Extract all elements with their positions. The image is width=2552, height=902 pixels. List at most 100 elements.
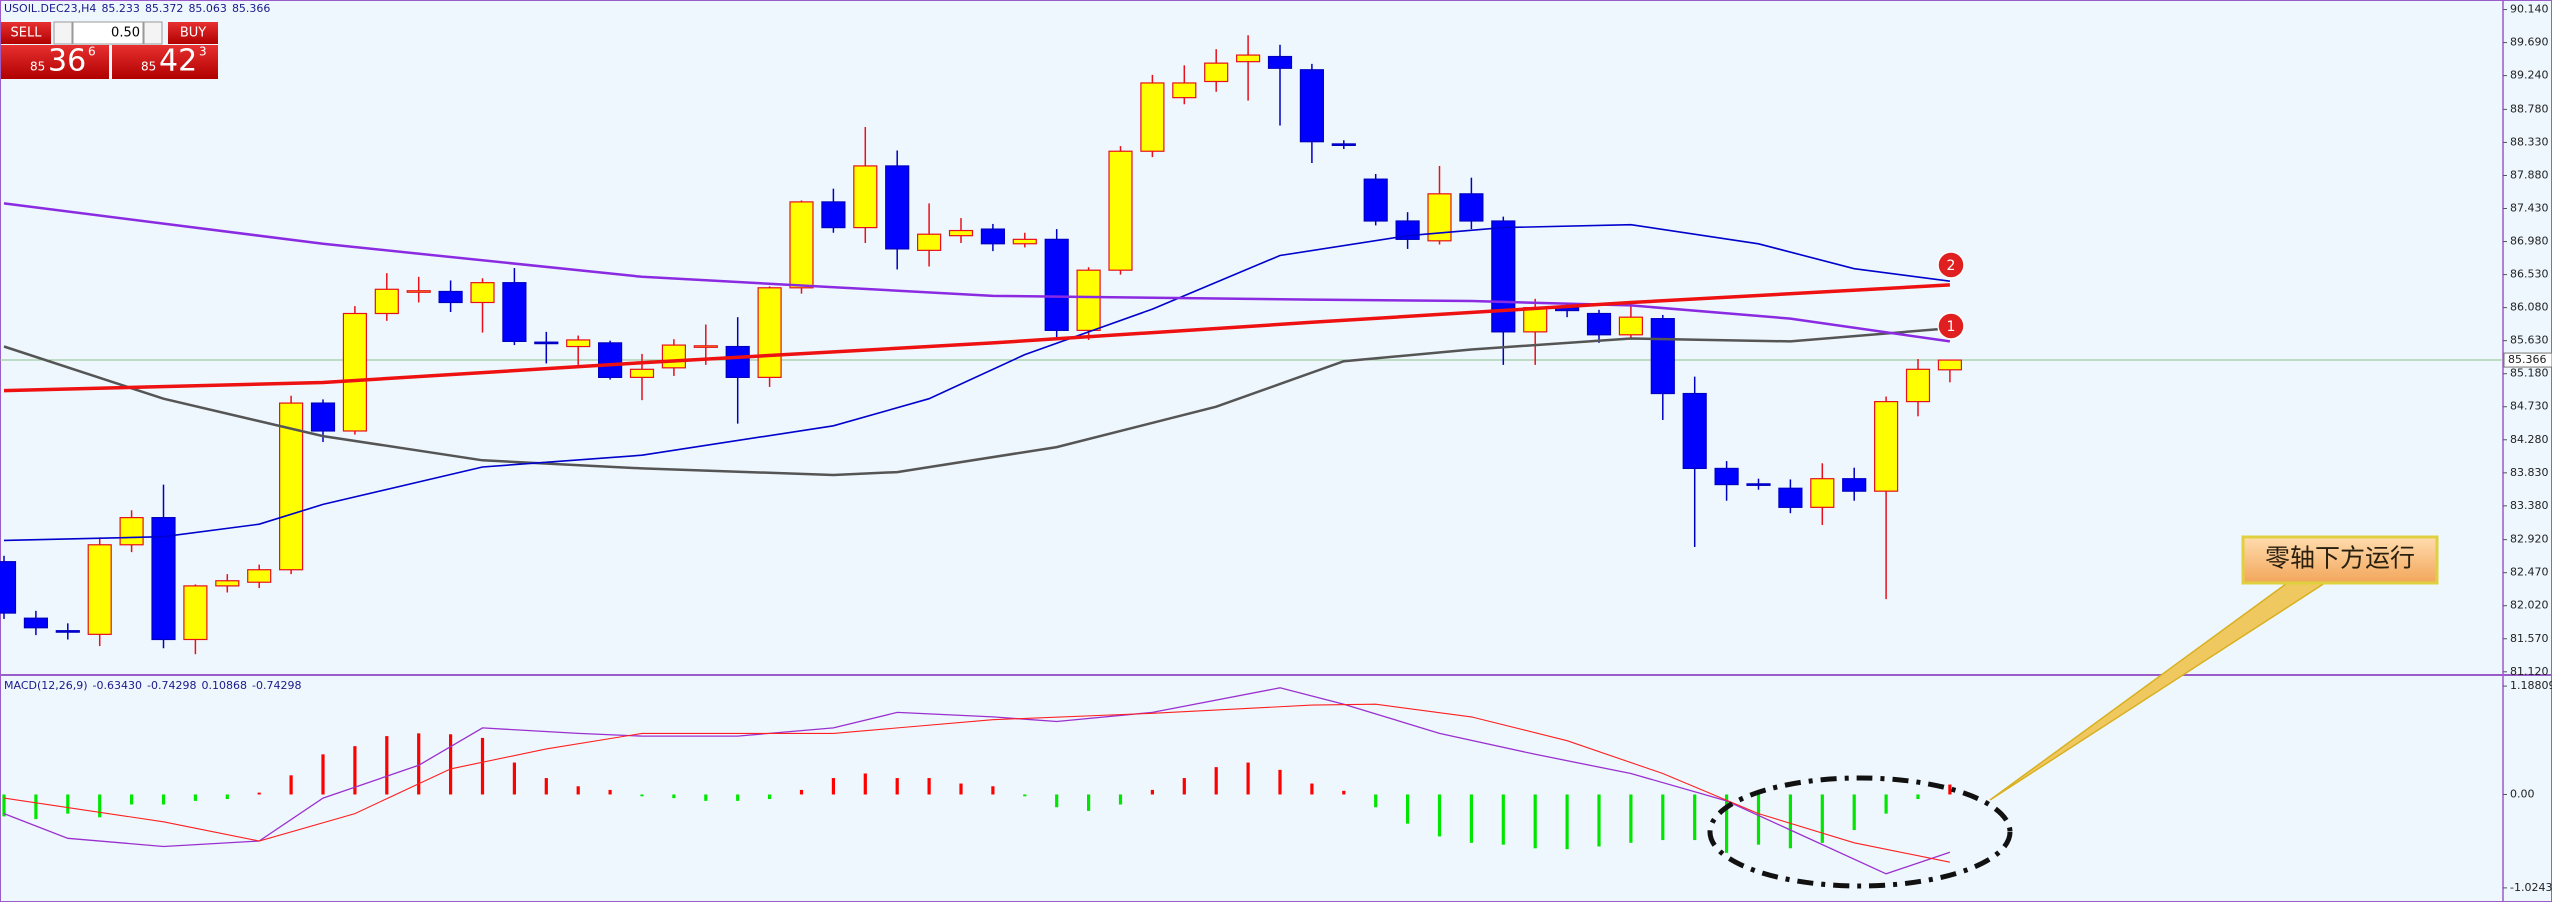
- candle-body: [310, 402, 336, 432]
- candle-body: [215, 580, 240, 587]
- y-tick-label: 82.470: [2510, 566, 2549, 579]
- callout-box: [2241, 535, 2439, 585]
- y-tick-label: 84.730: [2510, 400, 2549, 413]
- y-tick-label: 83.380: [2510, 499, 2549, 512]
- histogram-bar: [321, 754, 325, 795]
- candle-body: [725, 345, 750, 378]
- candle-body: [87, 544, 112, 635]
- histogram-bar: [1437, 794, 1442, 837]
- y-tick-label: 86.980: [2510, 235, 2549, 248]
- histogram-bar: [1693, 794, 1697, 841]
- histogram-bar: [1661, 794, 1665, 841]
- histogram-bar: [130, 794, 134, 805]
- candle-body: [279, 402, 304, 571]
- plot-area: 90.140 89.690 89.240 88.780 88.330 87.880 87.4…: [0, 3, 2552, 894]
- candle-body: [1523, 307, 1548, 333]
- candle-body: [1236, 54, 1261, 63]
- candle-body: [1778, 487, 1803, 508]
- y-tick-label: 85.180: [2510, 367, 2549, 380]
- candle-body: [1714, 467, 1739, 486]
- candle-body: [821, 201, 846, 229]
- candle-body: [1299, 69, 1324, 143]
- ask-big: 85: [141, 60, 156, 74]
- lot-input[interactable]: [72, 21, 144, 45]
- histogram-bar: [1087, 794, 1091, 811]
- chart-header: USOIL.DEC23,H4 85.233 85.372 85.063 85.366: [4, 2, 270, 15]
- y-tick-label: 85.630: [2510, 334, 2549, 347]
- candle-body: [1363, 178, 1388, 222]
- candle-body: [1650, 318, 1675, 395]
- histogram-bar: [289, 775, 293, 795]
- histogram-bar: [1820, 794, 1824, 843]
- candle-body: [598, 342, 623, 378]
- buy-button[interactable]: [168, 22, 218, 44]
- histogram-bar: [480, 737, 485, 795]
- annotation-label: 1: [1947, 319, 1956, 335]
- bid-box[interactable]: [1, 45, 109, 79]
- bid-main: 36: [48, 44, 86, 79]
- sell-button[interactable]: [1, 22, 51, 44]
- candle-body: [1459, 193, 1484, 222]
- lot-down[interactable]: [53, 21, 73, 45]
- histogram-bar: [512, 762, 516, 795]
- candle-body: [1076, 269, 1101, 331]
- candle-body: [119, 517, 144, 546]
- candle-body: [0, 561, 17, 614]
- candle-body: [629, 368, 655, 378]
- y-tick-label: -1.02435: [2510, 881, 2552, 894]
- indicator-line: [3, 283, 1950, 393]
- indicator-line: [3, 687, 1951, 875]
- candle-body: [1682, 392, 1707, 470]
- candle-body: [183, 585, 208, 641]
- current-price-label: 85.366: [2508, 353, 2547, 366]
- histogram-bar: [1214, 767, 1218, 795]
- histogram-bar: [768, 794, 772, 800]
- histogram-bar: [1597, 794, 1601, 847]
- annotation-marker: [1937, 251, 1965, 279]
- indicator-line: [3, 223, 1951, 542]
- candle-body: [1618, 316, 1643, 336]
- annotation-label: 2: [1947, 258, 1956, 274]
- histogram-bar: [863, 773, 867, 795]
- histogram-bar: [1852, 794, 1856, 831]
- ask-box[interactable]: [112, 45, 218, 79]
- candle-body: [757, 287, 782, 378]
- y-tick-label: 88.780: [2510, 102, 2549, 115]
- histogram-bar: [1246, 762, 1250, 795]
- y-tick-label: 82.020: [2510, 599, 2549, 612]
- histogram-bar: [1629, 794, 1633, 843]
- y-tick-label: 84.280: [2510, 433, 2549, 446]
- ask-main: 42: [159, 44, 197, 79]
- y-tick-label: 90.140: [2510, 3, 2549, 16]
- indicator-line: [3, 703, 1951, 863]
- y-tick-label: 86.080: [2510, 301, 2549, 314]
- candle-body: [693, 345, 718, 348]
- y-tick-label: 89.690: [2510, 36, 2549, 49]
- histogram-bar: [1406, 794, 1410, 824]
- candle-body: [566, 339, 591, 348]
- histogram-bar: [1023, 794, 1027, 797]
- candle-body: [55, 630, 80, 633]
- histogram-bar: [1565, 794, 1569, 850]
- histogram-bar: [1055, 794, 1059, 808]
- histogram-bar: [672, 794, 676, 799]
- histogram-bar: [1533, 794, 1537, 849]
- y-tick-label: 86.530: [2510, 268, 2549, 281]
- y-tick-label: 0.00: [2510, 787, 2535, 800]
- histogram-bar: [576, 786, 580, 795]
- candle-body: [247, 569, 272, 583]
- y-tick-label: 83.830: [2510, 466, 2549, 479]
- histogram-bar: [1150, 789, 1154, 795]
- histogram-bar: [1374, 794, 1378, 808]
- histogram-bar: [1788, 794, 1792, 849]
- y-tick-label: 87.880: [2510, 168, 2549, 181]
- y-tick-label: 81.570: [2510, 632, 2549, 645]
- histogram-bar: [1725, 794, 1729, 853]
- lot-up[interactable]: [143, 21, 163, 45]
- candle-body: [1937, 359, 1962, 371]
- candle-body: [1842, 478, 1867, 492]
- candle-body: [1905, 368, 1931, 403]
- candle-body: [502, 282, 527, 343]
- candle-body: [948, 229, 974, 237]
